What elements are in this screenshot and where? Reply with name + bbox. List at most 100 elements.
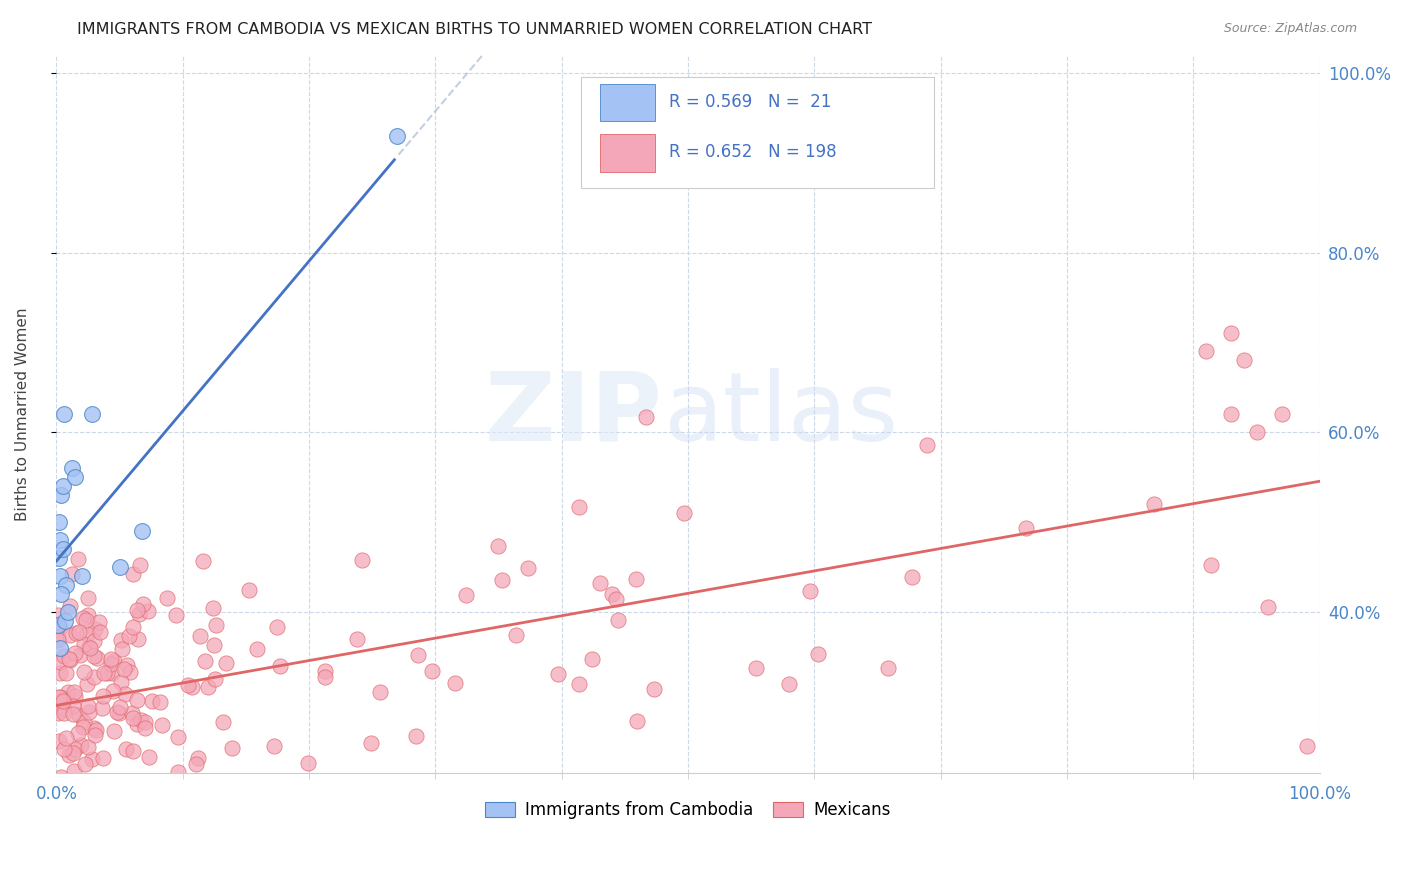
Point xyxy=(72,720,94,734)
Point xyxy=(48,734,70,748)
Point xyxy=(547,667,569,681)
Point xyxy=(80,407,103,421)
Point xyxy=(53,706,76,720)
Point xyxy=(83,721,105,735)
Point xyxy=(49,690,72,704)
Point xyxy=(128,558,150,572)
Point xyxy=(80,789,103,804)
Point xyxy=(297,756,319,771)
Point xyxy=(456,588,478,602)
Point xyxy=(90,700,112,714)
Point xyxy=(202,601,225,615)
Point xyxy=(110,700,132,714)
Point xyxy=(202,638,225,652)
Point xyxy=(96,666,118,681)
Point xyxy=(1271,407,1294,421)
Point xyxy=(517,561,540,575)
Point xyxy=(1199,558,1222,572)
Point xyxy=(444,676,467,690)
Point xyxy=(48,690,70,704)
Point xyxy=(91,689,114,703)
Point xyxy=(49,640,72,655)
Point xyxy=(114,742,136,756)
Point xyxy=(83,634,105,648)
FancyBboxPatch shape xyxy=(581,77,935,188)
Point xyxy=(66,726,89,740)
Point xyxy=(101,684,124,698)
Point xyxy=(67,625,90,640)
Point xyxy=(80,752,103,766)
Y-axis label: Births to Unmarried Women: Births to Unmarried Women xyxy=(15,308,30,521)
Point xyxy=(193,654,215,668)
Text: ZIP: ZIP xyxy=(485,368,662,461)
Point xyxy=(121,811,143,825)
Point xyxy=(626,572,648,586)
Point xyxy=(55,731,77,746)
Point xyxy=(143,834,166,848)
Point xyxy=(1257,600,1279,615)
Point xyxy=(166,764,188,779)
Text: Source: ZipAtlas.com: Source: ZipAtlas.com xyxy=(1223,22,1357,36)
Point xyxy=(165,607,187,622)
Point xyxy=(59,599,82,613)
Point xyxy=(915,438,938,452)
Point xyxy=(101,665,124,680)
Point xyxy=(49,533,72,547)
Point xyxy=(89,615,111,629)
Point xyxy=(1220,326,1243,341)
Point xyxy=(72,804,94,818)
Point xyxy=(76,698,98,713)
Point xyxy=(59,652,82,666)
Point xyxy=(166,731,188,745)
Point xyxy=(127,632,149,647)
Point xyxy=(405,729,427,743)
Point xyxy=(491,573,513,587)
Point xyxy=(145,786,167,800)
Point xyxy=(59,628,82,642)
Point xyxy=(636,409,658,424)
Point xyxy=(141,694,163,708)
Point xyxy=(55,790,77,805)
Point xyxy=(672,506,695,520)
Point xyxy=(75,613,97,627)
Point xyxy=(606,613,628,627)
Point xyxy=(84,723,107,738)
Point xyxy=(63,689,86,703)
Point xyxy=(49,666,72,681)
Point xyxy=(55,666,77,681)
Point xyxy=(360,736,382,750)
Point xyxy=(62,699,84,714)
Point xyxy=(600,587,623,601)
Point xyxy=(69,738,91,752)
Point xyxy=(1195,344,1218,359)
Point xyxy=(46,706,69,720)
Point xyxy=(643,681,665,696)
Point xyxy=(111,642,134,657)
Point xyxy=(105,706,128,720)
Point xyxy=(63,646,86,660)
Point xyxy=(117,628,139,642)
Point xyxy=(108,706,131,721)
Point xyxy=(83,648,105,663)
Point xyxy=(51,488,73,502)
Point xyxy=(125,717,148,731)
Point xyxy=(48,607,70,622)
Point xyxy=(149,695,172,709)
Point xyxy=(128,607,150,621)
Point xyxy=(76,739,98,754)
Point xyxy=(180,680,202,694)
Point xyxy=(100,657,122,671)
Point xyxy=(73,637,96,651)
Point xyxy=(60,566,83,581)
Point xyxy=(77,784,100,798)
Point xyxy=(1220,407,1243,421)
Point xyxy=(62,707,84,722)
Text: R = 0.652   N = 198: R = 0.652 N = 198 xyxy=(669,143,837,161)
Point xyxy=(191,554,214,568)
Point xyxy=(187,751,209,765)
Point xyxy=(568,677,591,691)
Point xyxy=(46,630,69,644)
Point xyxy=(263,739,285,753)
Point xyxy=(46,633,69,648)
Point xyxy=(121,706,143,721)
